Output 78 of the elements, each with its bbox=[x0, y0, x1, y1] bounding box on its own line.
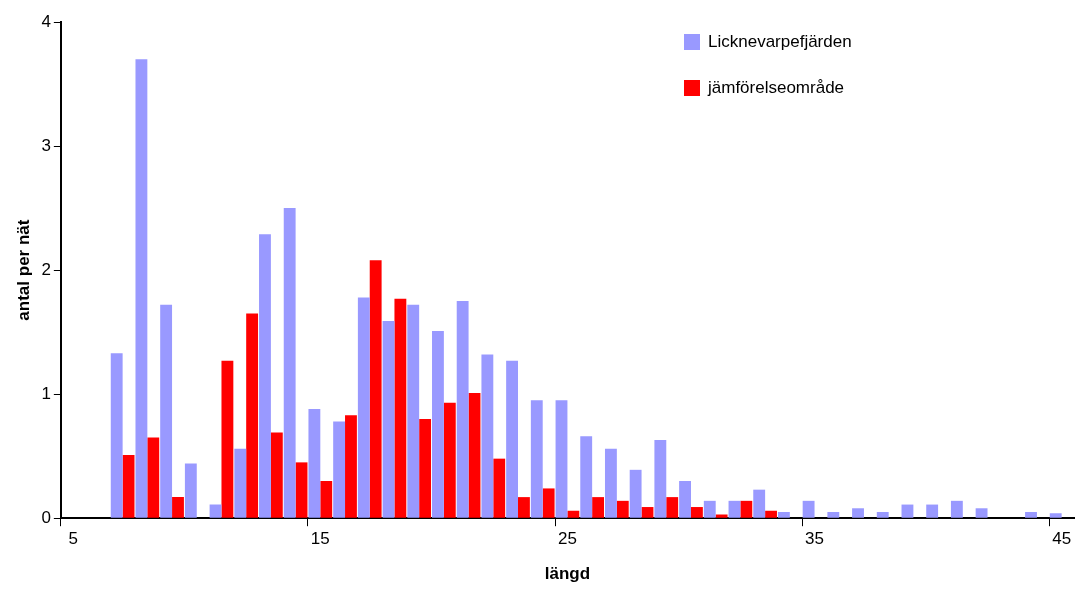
bar bbox=[950, 500, 963, 518]
y-tick-label: 3 bbox=[41, 135, 51, 155]
legend-label: Licknevarpefjärden bbox=[708, 31, 852, 51]
bar bbox=[567, 510, 580, 518]
bar bbox=[308, 409, 321, 518]
bar bbox=[580, 436, 593, 518]
y-tick-label: 0 bbox=[41, 507, 51, 527]
bar bbox=[443, 402, 456, 518]
bar bbox=[703, 500, 716, 518]
bar bbox=[926, 504, 939, 518]
x-axis-title: längd bbox=[544, 564, 591, 584]
bar bbox=[555, 400, 568, 518]
x-tick-label: 35 bbox=[805, 529, 824, 549]
bar bbox=[728, 500, 741, 518]
bar bbox=[419, 418, 432, 518]
bar bbox=[172, 497, 184, 518]
bar bbox=[407, 304, 420, 518]
bar bbox=[369, 260, 382, 518]
bar bbox=[209, 504, 222, 518]
bar bbox=[320, 480, 333, 518]
bar bbox=[481, 354, 494, 518]
bar bbox=[147, 437, 160, 518]
bar bbox=[345, 415, 357, 518]
bar bbox=[295, 462, 308, 518]
y-tick-label: 1 bbox=[41, 383, 51, 403]
x-tick-label: 25 bbox=[557, 529, 577, 549]
bar bbox=[160, 304, 173, 518]
bar bbox=[122, 454, 135, 518]
bar bbox=[777, 512, 790, 518]
bar bbox=[802, 500, 815, 518]
bar bbox=[506, 360, 519, 518]
bar bbox=[270, 432, 283, 518]
bar bbox=[333, 421, 346, 518]
bar bbox=[246, 313, 259, 518]
bar bbox=[394, 298, 407, 518]
bar bbox=[518, 497, 530, 518]
bar bbox=[432, 330, 444, 518]
y-tick-label: 4 bbox=[41, 11, 51, 31]
y-axis-title: antal per nät bbox=[13, 219, 33, 321]
bar bbox=[654, 440, 667, 518]
bar bbox=[604, 448, 617, 518]
bar bbox=[530, 400, 543, 518]
bar bbox=[357, 297, 370, 518]
bar bbox=[1049, 513, 1062, 518]
bar bbox=[221, 360, 234, 518]
y-tick-label: 2 bbox=[41, 259, 51, 279]
bar bbox=[1025, 512, 1037, 518]
bar bbox=[715, 514, 728, 518]
x-tick-label: 45 bbox=[1052, 529, 1072, 549]
bar bbox=[666, 497, 679, 518]
bar bbox=[765, 510, 777, 518]
bar bbox=[135, 59, 148, 518]
bar bbox=[382, 320, 395, 518]
bar bbox=[259, 234, 271, 518]
bar bbox=[641, 507, 654, 518]
bar bbox=[975, 508, 988, 518]
bar bbox=[876, 512, 889, 518]
bar bbox=[690, 507, 703, 518]
bar bbox=[679, 480, 691, 518]
bar bbox=[592, 497, 604, 518]
bar bbox=[827, 512, 840, 518]
bar bbox=[110, 353, 123, 518]
bar bbox=[852, 508, 864, 518]
bar bbox=[753, 489, 766, 518]
bar bbox=[901, 504, 914, 518]
bar bbox=[493, 458, 506, 518]
x-tick-label: 15 bbox=[310, 529, 330, 549]
legend-label: jämförelseområde bbox=[707, 77, 845, 97]
bar bbox=[542, 488, 555, 518]
bar bbox=[740, 500, 753, 518]
bar bbox=[629, 469, 642, 518]
x-tick-label: 5 bbox=[68, 529, 78, 549]
bar bbox=[616, 500, 629, 518]
bar bbox=[234, 448, 247, 518]
bar bbox=[468, 392, 481, 518]
bar bbox=[184, 463, 197, 518]
bar bbox=[283, 208, 296, 518]
bar bbox=[456, 301, 469, 518]
